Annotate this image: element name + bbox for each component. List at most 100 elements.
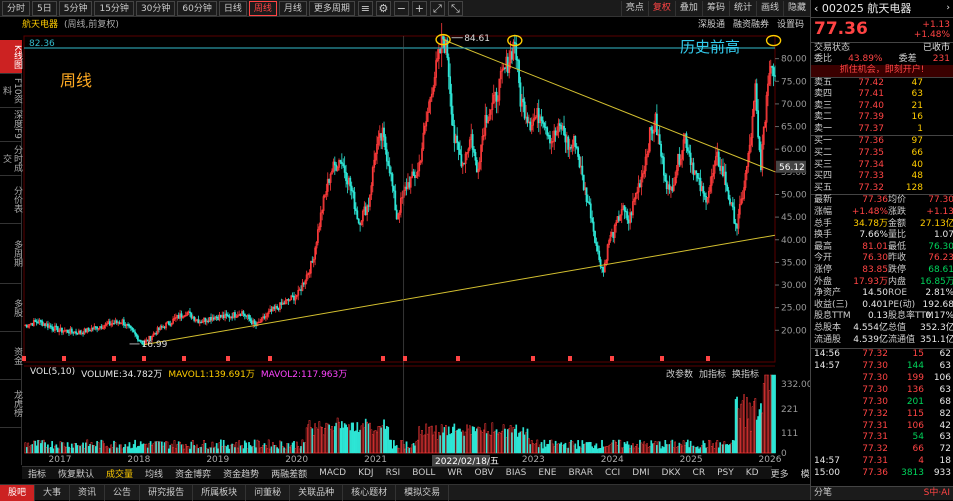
next-icon[interactable]: › [946, 2, 950, 13]
period-tab[interactable]: 周线 [248, 0, 277, 16]
menu-icon[interactable]: ≡ [357, 0, 373, 16]
sub-link[interactable]: 设置码 [776, 20, 804, 30]
event-marker[interactable] [456, 356, 460, 361]
event-marker[interactable] [142, 356, 146, 361]
indicator-tab[interactable]: CCI [604, 468, 621, 478]
left-nav-item[interactable]: 分时成交 [0, 142, 22, 176]
toolbar-action[interactable]: 筹码 [701, 0, 729, 16]
period-tab[interactable]: 5日 [32, 0, 57, 16]
indicator-tab[interactable]: RSI [385, 468, 401, 478]
left-nav-item[interactable]: 多股 [0, 284, 22, 332]
left-nav-item[interactable]: 深度F9 [0, 108, 22, 142]
stat-cell: +1.48% [851, 207, 888, 218]
event-marker[interactable] [226, 356, 230, 361]
vol-button[interactable]: 改参数 [666, 370, 694, 380]
period-tab[interactable]: 5分钟 [58, 0, 93, 16]
candle-body [650, 127, 653, 131]
period-tab[interactable]: 30分钟 [135, 0, 176, 16]
tab-ticks[interactable]: 分笔 [814, 487, 833, 498]
event-marker[interactable] [403, 356, 407, 361]
settings-icon[interactable]: ⚙ [375, 0, 391, 16]
sub-link[interactable]: 深股通 [697, 20, 725, 30]
toolbar-action[interactable]: 亮点 [620, 0, 648, 16]
period-tab[interactable]: 分时 [2, 0, 31, 16]
event-marker[interactable] [381, 356, 385, 361]
toolbar-action[interactable]: 复权 [647, 0, 675, 16]
indicator-tab[interactable]: 均线 [145, 469, 164, 480]
toolbar-action[interactable]: 叠加 [674, 0, 702, 16]
indicator-tab[interactable]: ENE [538, 468, 557, 478]
period-tab[interactable]: 更多周期 [308, 0, 355, 16]
bottom-tab[interactable]: 核心题材 [343, 484, 397, 501]
indicator-tab[interactable]: 资金博弈 [175, 469, 212, 480]
toolbar-action[interactable]: 统计 [728, 0, 756, 16]
indicator-tab[interactable]: KD [745, 468, 759, 478]
indicator-tab[interactable]: BRAR [568, 468, 593, 478]
open-account-ad[interactable]: 抓住机会，即刻开户! [839, 65, 925, 75]
event-marker[interactable] [22, 356, 26, 361]
expand-icon[interactable]: ⤢ [429, 0, 445, 16]
indicator-tab[interactable]: BOLL [412, 468, 436, 478]
event-marker[interactable] [62, 356, 66, 361]
indicator-tab[interactable]: 资金趋势 [223, 469, 260, 480]
toolbar-action[interactable]: 隐藏 [782, 0, 810, 16]
event-marker[interactable] [660, 356, 664, 361]
bottom-tab[interactable]: 股吧 [0, 484, 36, 501]
period-tab[interactable]: 15分钟 [94, 0, 134, 16]
indicator-tab[interactable]: 模板 [795, 467, 825, 480]
event-marker[interactable] [112, 356, 116, 361]
left-nav-item[interactable]: 分价表 [0, 176, 22, 224]
indicator-tab[interactable]: 指标 [28, 469, 47, 480]
bottom-tab[interactable]: 公告 [105, 484, 141, 501]
plus-icon[interactable]: + [411, 0, 427, 16]
indicator-tab[interactable]: DMI [632, 468, 650, 478]
minus-icon[interactable]: − [393, 0, 409, 16]
assistant-icon[interactable]: S中·AI [923, 487, 950, 498]
vol-button[interactable]: 加指标 [699, 370, 727, 380]
indicator-tab[interactable]: KDJ [358, 468, 374, 478]
volume-bar [104, 446, 107, 454]
left-nav-item[interactable]: 多周期 [0, 224, 22, 284]
bottom-tab[interactable]: 大事 [35, 484, 71, 501]
left-nav-item[interactable]: 资金 [0, 332, 22, 380]
indicator-tab[interactable]: BIAS [505, 468, 527, 478]
sub-link[interactable]: 融资融券 [732, 20, 769, 30]
period-tab[interactable]: 60分钟 [177, 0, 217, 16]
event-marker[interactable] [706, 356, 710, 361]
event-marker[interactable] [268, 356, 272, 361]
period-tab[interactable]: 月线 [278, 0, 307, 16]
level-cell: 21 [911, 100, 923, 111]
event-marker[interactable] [610, 356, 614, 361]
collapse-icon[interactable]: ⤡ [447, 0, 463, 16]
period-tab[interactable]: 日线 [218, 0, 247, 16]
bottom-tab[interactable]: 所属板块 [193, 484, 247, 501]
bottom-tab[interactable]: 资讯 [70, 484, 106, 501]
volume-bar [755, 419, 758, 454]
indicator-tab[interactable]: CR [692, 468, 706, 478]
bottom-tab[interactable]: 研究报告 [140, 484, 194, 501]
indicator-tab[interactable]: OBV [474, 468, 494, 478]
event-marker[interactable] [568, 356, 572, 361]
bottom-tab[interactable]: 模拟交易 [396, 484, 450, 501]
indicator-tab[interactable]: PSY [717, 468, 734, 478]
indicator-tab[interactable]: 成交量 [106, 469, 134, 480]
volume-bar [439, 435, 442, 454]
left-nav-item[interactable]: 龙虎榜 [0, 380, 22, 428]
event-marker[interactable] [531, 356, 535, 361]
volume-bar [432, 434, 435, 454]
toolbar-action[interactable]: 画线 [755, 0, 783, 16]
indicator-tab[interactable]: 两融差额 [271, 469, 308, 480]
indicator-tab[interactable]: WR [447, 468, 463, 478]
volume-bar [201, 444, 204, 454]
indicator-tab[interactable]: MACD [319, 468, 347, 478]
indicator-tab[interactable]: 恢复默认 [58, 469, 95, 480]
indicator-tab[interactable]: 更多 [770, 469, 789, 480]
bottom-tab[interactable]: 问董秘 [246, 484, 291, 501]
candle-body [256, 321, 259, 327]
left-nav-item[interactable]: F10资料 [0, 74, 22, 108]
event-marker[interactable] [182, 356, 186, 361]
vol-button[interactable]: 换指标 [732, 370, 760, 380]
bottom-tab[interactable]: 关联品种 [290, 484, 344, 501]
left-nav-item[interactable]: K线图 [0, 40, 22, 74]
indicator-tab[interactable]: DKX [661, 468, 681, 478]
